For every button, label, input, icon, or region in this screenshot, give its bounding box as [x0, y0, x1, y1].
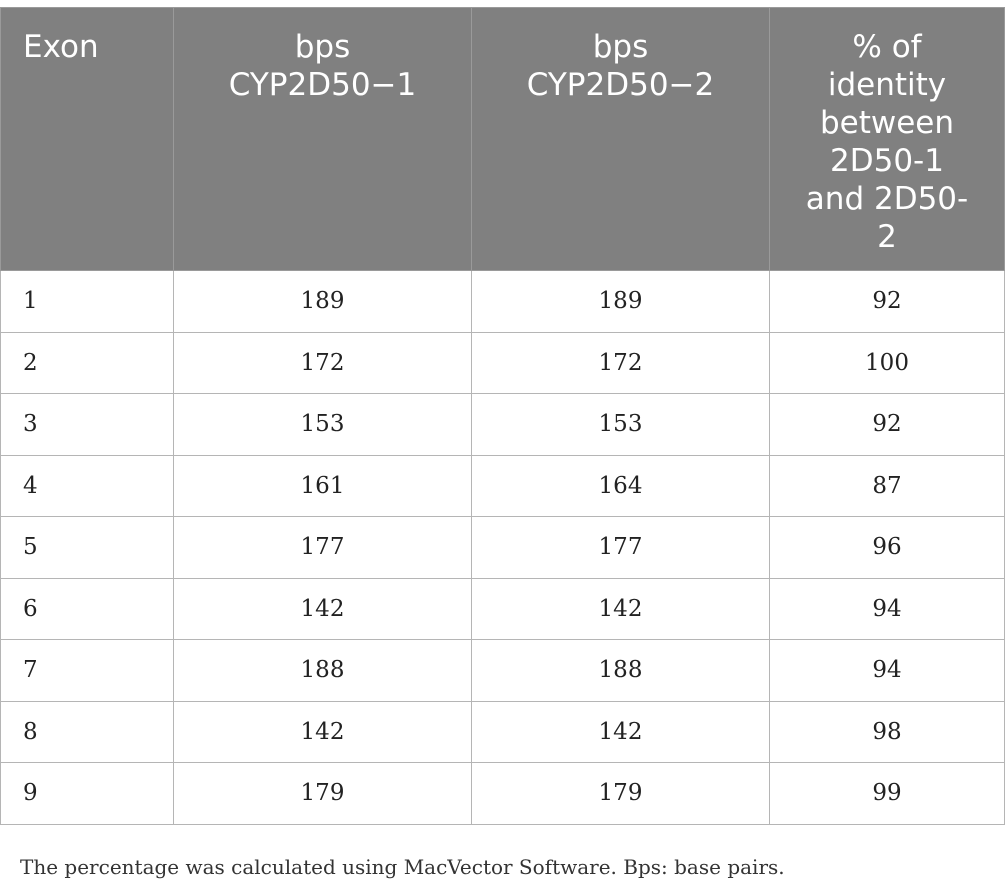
header-line: identity	[827, 67, 947, 103]
table-row: 1 189 189 92	[0, 270, 1005, 333]
cell-bps-2: 142	[471, 577, 770, 640]
cell-identity: 92	[769, 393, 1005, 456]
table-row: 6 142 142 94	[0, 577, 1005, 640]
header-line: and 2D50-	[805, 181, 969, 217]
cell-identity: 99	[769, 762, 1005, 825]
cell-identity: 96	[769, 516, 1005, 579]
table-body: 1 189 189 92 2 172 172 100 3 153 153 9 2 …	[0, 270, 1005, 825]
table-row: 5 177 177 96	[0, 516, 1005, 579]
cell-bps-2: 189	[471, 270, 770, 333]
header-row: Exon bps CYP2D50−1 bps CYP2D50−2 % of id…	[0, 7, 1005, 271]
cell-exon: 5	[0, 516, 174, 579]
table-header: Exon bps CYP2D50−1 bps CYP2D50−2 % of id…	[0, 7, 1005, 271]
table-row: 7 188 188 94	[0, 639, 1005, 702]
cell-bps-2: 188	[471, 639, 770, 702]
header-percent-identity: % of identity between 2D50-1 and 2D50- 2	[769, 7, 1005, 271]
header-line: CYP2D50−1	[228, 67, 417, 103]
header-line: between	[819, 105, 955, 141]
header-bps-2d50-1: bps CYP2D50−1	[173, 7, 472, 271]
cell-exon: 2	[0, 331, 174, 394]
cell-bps-1: 189	[173, 270, 472, 333]
cell-exon: 3	[0, 393, 174, 456]
cell-identity: 94	[769, 639, 1005, 702]
cell-bps-2: 172	[471, 331, 770, 394]
header-line: CYP2D50−2	[526, 67, 715, 103]
cell-bps-2: 164	[471, 454, 770, 517]
cell-identity: 98	[769, 700, 1005, 763]
table-row: 2 172 172 100	[0, 331, 1005, 394]
cell-bps-2: 153	[471, 393, 770, 456]
cell-identity: 92	[769, 270, 1005, 333]
header-line: 2D50-1	[830, 143, 944, 179]
table-row: 4 161 164 87	[0, 454, 1005, 517]
exon-identity-table: Exon bps CYP2D50−1 bps CYP2D50−2 % of id…	[0, 7, 1005, 825]
cell-bps-1: 188	[173, 639, 472, 702]
cell-bps-1: 142	[173, 577, 472, 640]
table-row: 3 153 153 92	[0, 393, 1005, 456]
cell-bps-1: 153	[173, 393, 472, 456]
cell-bps-2: 177	[471, 516, 770, 579]
cell-exon: 8	[0, 700, 174, 763]
header-line: bps	[592, 29, 649, 65]
cell-exon: 7	[0, 639, 174, 702]
header-line: 2	[877, 219, 897, 255]
header-line: bps	[294, 29, 351, 65]
cell-bps-1: 142	[173, 700, 472, 763]
cell-exon: 4	[0, 454, 174, 517]
header-exon: Exon	[0, 7, 174, 271]
table-row: 9 179 179 99	[0, 762, 1005, 825]
header-line: % of	[852, 29, 922, 65]
cell-exon: 9	[0, 762, 174, 825]
cell-bps-1: 179	[173, 762, 472, 825]
cell-exon: 6	[0, 577, 174, 640]
cell-identity: 100	[769, 331, 1005, 394]
cell-identity: 87	[769, 454, 1005, 517]
table-footnote: The percentage was calculated using MacV…	[20, 855, 785, 879]
header-bps-2d50-2: bps CYP2D50−2	[471, 7, 770, 271]
cell-exon: 1	[0, 270, 174, 333]
cell-identity: 94	[769, 577, 1005, 640]
table-row: 8 142 142 98	[0, 700, 1005, 763]
cell-bps-1: 161	[173, 454, 472, 517]
cell-bps-1: 172	[173, 331, 472, 394]
cell-bps-1: 177	[173, 516, 472, 579]
exon-table-container: Exon bps CYP2D50−1 bps CYP2D50−2 % of id…	[0, 7, 1005, 825]
cell-bps-2: 179	[471, 762, 770, 825]
cell-bps-2: 142	[471, 700, 770, 763]
header-line: Exon	[23, 29, 99, 65]
